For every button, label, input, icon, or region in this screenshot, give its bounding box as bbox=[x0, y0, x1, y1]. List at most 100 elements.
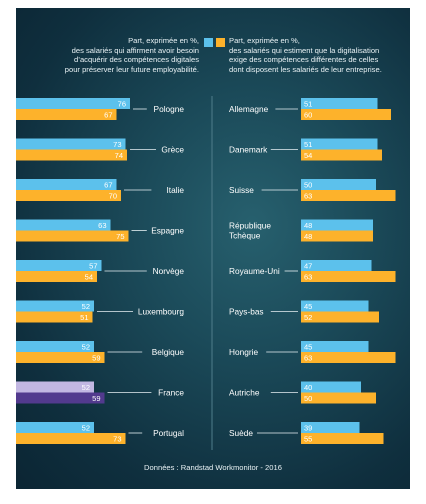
country-italie: Italie bbox=[166, 185, 184, 195]
label-orange-belgique: 59 bbox=[92, 354, 100, 363]
country-royaume-uni: Royaume-Uni bbox=[229, 266, 280, 276]
label-orange-suede: 55 bbox=[304, 435, 312, 444]
country-republique-tcheque: Tchèque bbox=[229, 231, 261, 241]
legend-left-line: d’acquérir des compétences digitales bbox=[74, 55, 199, 65]
legend-right-line: Part, exprimée en %, bbox=[229, 36, 300, 45]
country-pays-bas: Pays-bas bbox=[229, 307, 264, 317]
label-orange-norvege: 54 bbox=[85, 273, 93, 282]
label-orange-royaume-uni: 63 bbox=[304, 273, 312, 282]
label-orange-autriche: 50 bbox=[304, 394, 312, 403]
bar-blue-danemark bbox=[301, 138, 378, 150]
country-belgique: Belgique bbox=[152, 347, 185, 357]
bar-blue-pays-bas bbox=[301, 300, 369, 312]
label-blue-luxembourg: 52 bbox=[82, 302, 90, 311]
country-hongrie: Hongrie bbox=[229, 347, 258, 357]
legend-right-line: dont disposent les salariés de leur entr… bbox=[229, 64, 382, 74]
country-suede: Suède bbox=[229, 428, 253, 438]
legend-orange-swatch bbox=[216, 38, 225, 47]
bar-blue-luxembourg bbox=[16, 300, 94, 312]
label-orange-danemark: 54 bbox=[304, 151, 312, 160]
bar-blue-pologne bbox=[16, 98, 130, 109]
bar-orange-autriche bbox=[301, 392, 376, 404]
label-blue-pologne: 76 bbox=[118, 100, 126, 109]
bar-orange-royaume-uni bbox=[301, 271, 396, 282]
bar-orange-norvege bbox=[16, 271, 97, 282]
bar-orange-republique-tcheque bbox=[301, 230, 373, 242]
bar-blue-belgique bbox=[16, 341, 94, 352]
label-blue-allemagne: 51 bbox=[304, 100, 312, 109]
label-blue-suisse: 50 bbox=[304, 181, 312, 190]
bar-blue-portugal bbox=[16, 422, 94, 433]
label-blue-espagne: 63 bbox=[98, 221, 106, 230]
label-blue-suede: 39 bbox=[304, 424, 312, 433]
label-orange-italie: 70 bbox=[109, 192, 117, 201]
bar-blue-republique-tcheque bbox=[301, 219, 373, 231]
bar-blue-france bbox=[16, 381, 94, 393]
country-espagne: Espagne bbox=[151, 226, 184, 236]
label-blue-pays-bas: 45 bbox=[304, 302, 312, 311]
label-blue-italie: 67 bbox=[104, 181, 112, 190]
label-orange-grece: 74 bbox=[115, 151, 123, 160]
bar-blue-hongrie bbox=[301, 341, 369, 352]
bar-orange-espagne bbox=[16, 230, 129, 242]
country-autriche: Autriche bbox=[229, 388, 260, 398]
legend-blue-swatch bbox=[204, 38, 213, 47]
bar-orange-suisse bbox=[301, 190, 396, 201]
country-portugal: Portugal bbox=[153, 428, 184, 438]
bar-orange-grece bbox=[16, 149, 127, 161]
bar-blue-suede bbox=[301, 422, 360, 433]
legend-left-line: des salariés qui affirment avoir besoin bbox=[71, 45, 199, 55]
bar-orange-france bbox=[16, 392, 105, 404]
country-france: France bbox=[158, 388, 184, 398]
source-note: Données : Randstad Workmonitor - 2016 bbox=[144, 463, 282, 472]
bar-blue-italie bbox=[16, 179, 117, 190]
bar-orange-pays-bas bbox=[301, 311, 379, 323]
country-luxembourg: Luxembourg bbox=[138, 307, 185, 317]
bar-orange-italie bbox=[16, 190, 121, 201]
bar-orange-luxembourg bbox=[16, 311, 93, 323]
country-republique-tcheque: République bbox=[229, 221, 271, 231]
bar-orange-pologne bbox=[16, 109, 117, 120]
bar-chart: 76 67 Pologne 73 74 Grèce 67 70 Italie 63 75 Espagn… bbox=[16, 96, 396, 450]
label-orange-hongrie: 63 bbox=[304, 354, 312, 363]
label-blue-norvege: 57 bbox=[89, 262, 97, 271]
bar-blue-allemagne bbox=[301, 98, 378, 109]
label-blue-belgique: 52 bbox=[82, 343, 90, 352]
label-blue-danemark: 51 bbox=[304, 140, 312, 149]
label-orange-pologne: 67 bbox=[104, 111, 112, 120]
label-blue-republique-tcheque: 48 bbox=[304, 221, 312, 230]
infographic-card: Part, exprimée en %, des salariés qui af… bbox=[16, 8, 410, 489]
label-orange-republique-tcheque: 48 bbox=[304, 232, 312, 241]
label-orange-france: 59 bbox=[92, 394, 100, 403]
legend-right-line: des salariés qui estiment que la digital… bbox=[229, 45, 380, 55]
bar-orange-danemark bbox=[301, 149, 382, 161]
legend-right-text: Part, exprimée en %, des salariés qui es… bbox=[229, 36, 409, 74]
bar-blue-espagne bbox=[16, 219, 111, 231]
bar-blue-grece bbox=[16, 138, 126, 150]
legend-right-line: exige des compétences différentes de cel… bbox=[229, 55, 379, 65]
legend-left-text: Part, exprimée en %, des salariés qui af… bbox=[16, 36, 199, 74]
country-norvege: Norvège bbox=[153, 266, 185, 276]
label-orange-pays-bas: 52 bbox=[304, 313, 312, 322]
country-danemark: Danemark bbox=[229, 145, 268, 155]
bar-blue-norvege bbox=[16, 260, 102, 271]
bar-blue-autriche bbox=[301, 381, 361, 393]
label-blue-grece: 73 bbox=[113, 140, 121, 149]
bar-blue-suisse bbox=[301, 179, 376, 190]
bar-orange-allemagne bbox=[301, 109, 391, 120]
country-grece: Grèce bbox=[161, 145, 184, 155]
bar-orange-portugal bbox=[16, 433, 126, 444]
label-blue-portugal: 52 bbox=[82, 424, 90, 433]
bar-blue-royaume-uni bbox=[301, 260, 372, 271]
bar-orange-belgique bbox=[16, 352, 105, 363]
label-orange-espagne: 75 bbox=[116, 232, 124, 241]
label-blue-autriche: 40 bbox=[304, 383, 312, 392]
label-orange-allemagne: 60 bbox=[304, 111, 312, 120]
label-blue-royaume-uni: 47 bbox=[304, 262, 312, 271]
label-blue-france: 52 bbox=[82, 383, 90, 392]
country-suisse: Suisse bbox=[229, 185, 254, 195]
label-orange-luxembourg: 51 bbox=[80, 313, 88, 322]
label-orange-portugal: 73 bbox=[113, 435, 121, 444]
legend-left-line: pour préserver leur future employabilité… bbox=[64, 64, 199, 74]
legend-left-line: Part, exprimée en %, bbox=[128, 36, 199, 45]
